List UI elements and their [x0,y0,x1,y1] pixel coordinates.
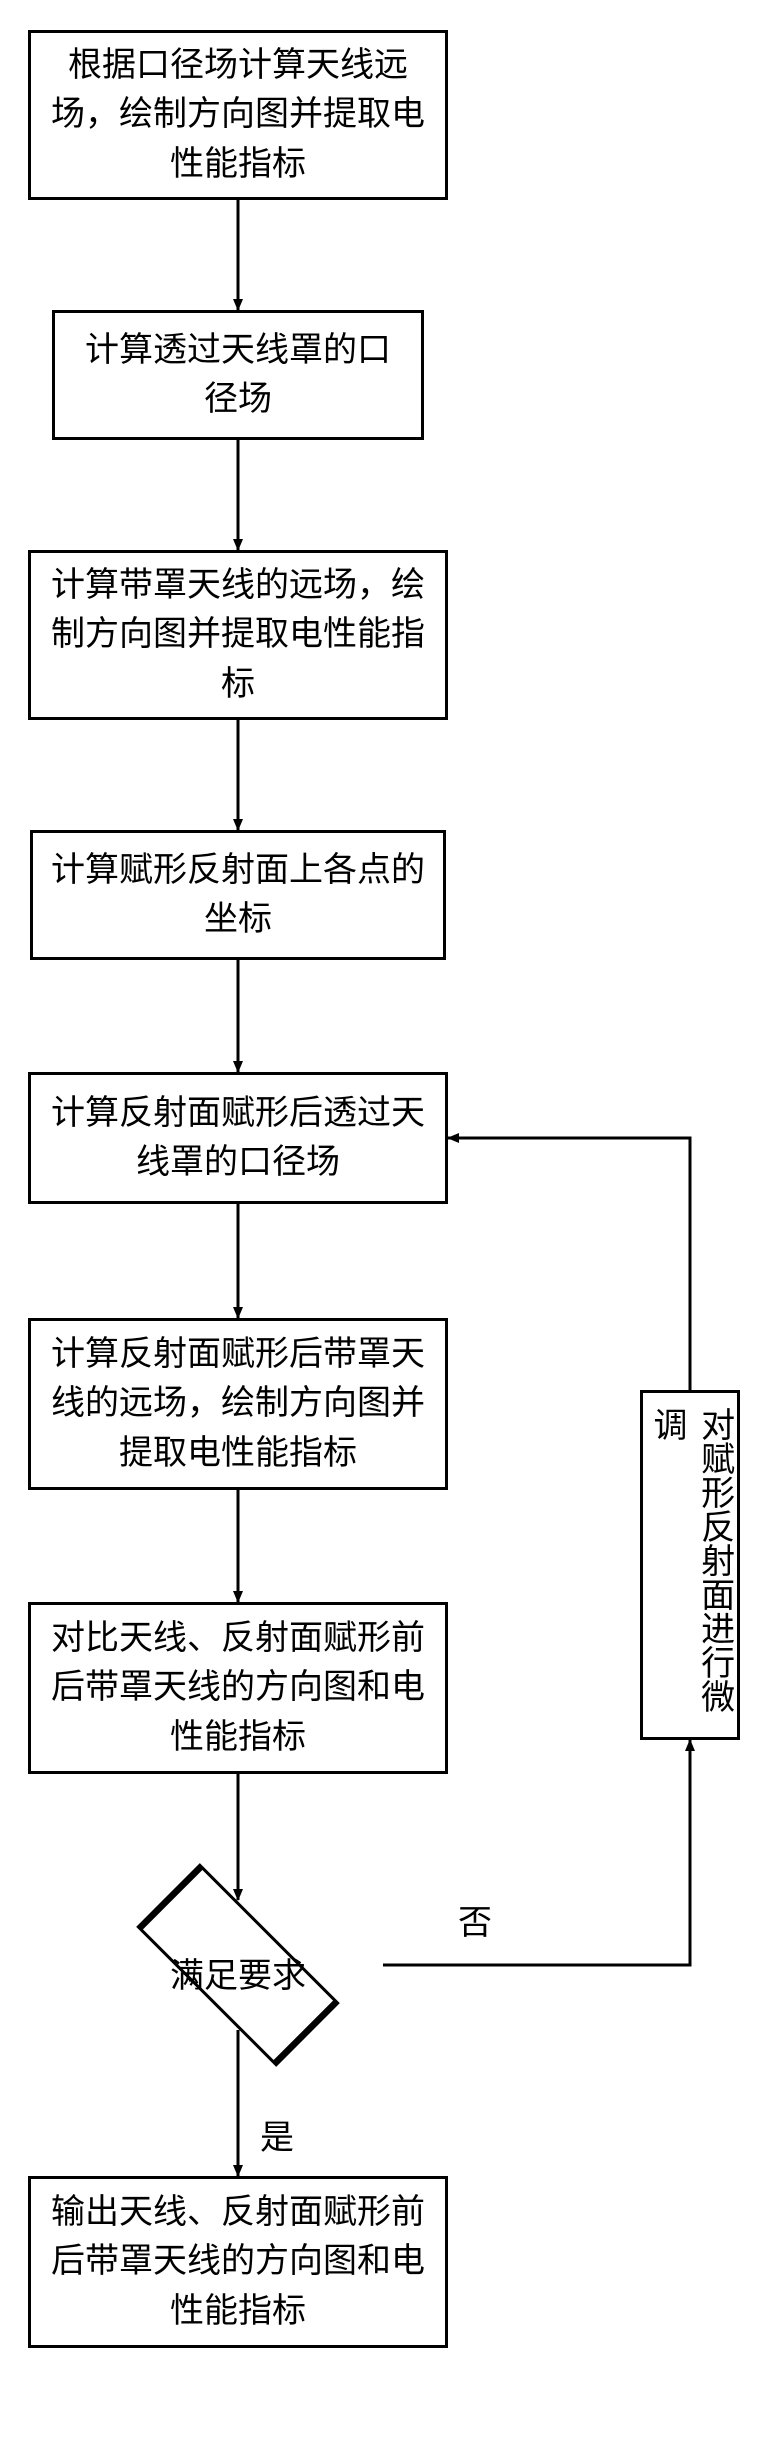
process-n6: 计算反射面赋形后带罩天线的远场，绘制方向图并提取电性能指标 [28,1318,448,1490]
process-n3-text: 计算带罩天线的远场，绘制方向图并提取电性能指标 [49,561,427,709]
process-n8: 输出天线、反射面赋形前后带罩天线的方向图和电性能指标 [28,2176,448,2348]
process-n1: 根据口径场计算天线远场，绘制方向图并提取电性能指标 [28,30,448,200]
process-n1-text: 根据口径场计算天线远场，绘制方向图并提取电性能指标 [49,41,427,189]
process-n7-text: 对比天线、反射面赋形前后带罩天线的方向图和电性能指标 [49,1614,427,1762]
side-process-text: 对赋形反射面进行微调 [642,1407,737,1723]
process-n2-text: 计算透过天线罩的口径场 [73,326,403,425]
decision: 满足要求 [93,1900,383,2030]
process-n8-text: 输出天线、反射面赋形前后带罩天线的方向图和电性能指标 [49,2188,427,2336]
side-process: 对赋形反射面进行微调 [640,1390,740,1740]
flowchart-canvas: 根据口径场计算天线远场，绘制方向图并提取电性能指标 计算透过天线罩的口径场 计算… [0,0,784,2464]
process-n3: 计算带罩天线的远场，绘制方向图并提取电性能指标 [28,550,448,720]
process-n4-text: 计算赋形反射面上各点的坐标 [51,846,425,945]
edge-label-no: 否 [458,1895,492,1944]
process-n5: 计算反射面赋形后透过天线罩的口径场 [28,1072,448,1204]
decision-text: 满足要求 [93,1948,383,1997]
edge-label-yes: 是 [260,2110,294,2159]
process-n6-text: 计算反射面赋形后带罩天线的远场，绘制方向图并提取电性能指标 [49,1330,427,1478]
process-n4: 计算赋形反射面上各点的坐标 [30,830,446,960]
process-n2: 计算透过天线罩的口径场 [52,310,424,440]
process-n7: 对比天线、反射面赋形前后带罩天线的方向图和电性能指标 [28,1602,448,1774]
process-n5-text: 计算反射面赋形后透过天线罩的口径场 [49,1089,427,1188]
